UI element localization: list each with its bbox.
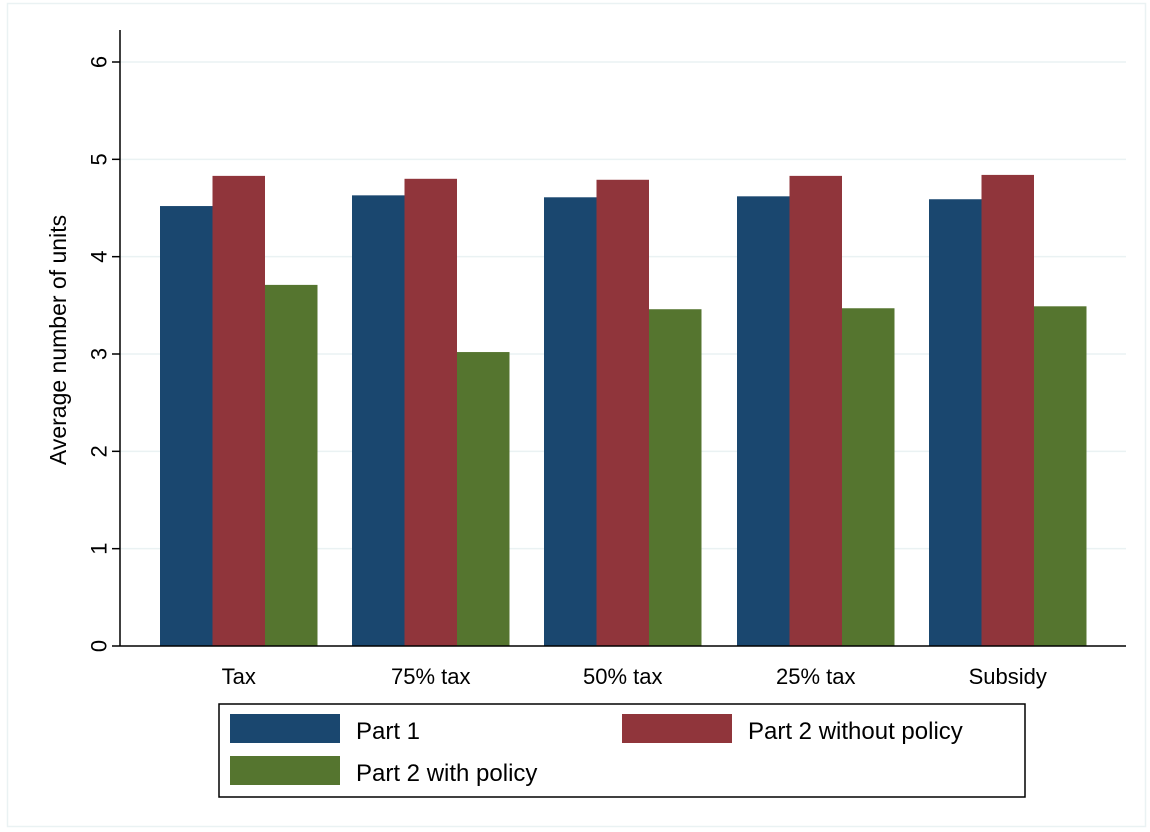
y-tick-label: 5 [87,153,112,165]
y-tick-label: 0 [87,640,112,652]
bars [160,174,1087,647]
bar [596,179,649,647]
x-tick-label: 25% tax [776,664,856,689]
legend-label: Part 2 without policy [748,718,963,745]
bar [212,175,265,646]
legend: Part 1 Part 2 without policy Part 2 with p… [218,703,1026,798]
bar [544,197,597,646]
legend-swatch [230,714,340,743]
legend-swatch [230,756,340,785]
bar [265,284,318,646]
x-tick-label: 50% tax [583,664,663,689]
legend-label: Part 2 with policy [356,760,537,787]
outer-frame [6,2,1147,828]
y-axis-title: Average number of units [45,215,71,465]
y-tick-label: 6 [87,56,112,68]
legend-box [218,703,1026,798]
y-tick-label: 2 [87,445,112,457]
y-tick-label: 3 [87,348,112,360]
bar [981,174,1034,646]
bar [929,199,982,647]
x-tick-label: Subsidy [969,664,1047,689]
bar [404,178,457,647]
bar [737,196,790,646]
x-tick-label: 75% tax [391,664,471,689]
y-tick-label: 1 [87,543,112,555]
axes: 0 1 2 3 4 5 6 Tax 75% tax 50% tax 25% tax Subsidy [87,30,1126,689]
legend-swatch [622,714,732,743]
legend-label: Part 1 [356,718,420,745]
bar [160,206,213,646]
bar [649,309,702,646]
bar [842,308,895,646]
y-tick-label: 4 [87,251,112,263]
x-tick-label: Tax [222,664,256,689]
bar [1034,306,1087,646]
bar [789,175,842,646]
bar [457,352,510,646]
bar [352,195,405,646]
